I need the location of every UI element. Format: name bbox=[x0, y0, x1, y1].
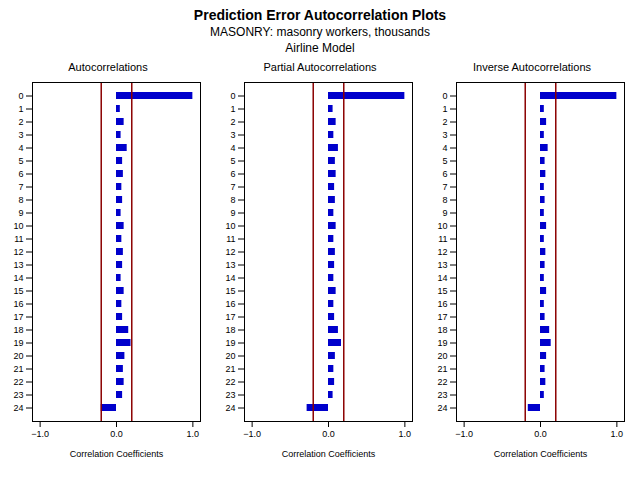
svg-text:15: 15 bbox=[13, 286, 23, 296]
svg-text:4: 4 bbox=[442, 143, 447, 153]
svg-text:20: 20 bbox=[225, 351, 235, 361]
svg-text:2: 2 bbox=[230, 117, 235, 127]
svg-text:1.0: 1.0 bbox=[187, 429, 200, 439]
html-text:Airline Model: Airline Model bbox=[285, 41, 355, 55]
svg-text:18: 18 bbox=[225, 325, 235, 335]
svg-text:0.0: 0.0 bbox=[110, 429, 123, 439]
svg-text:1.0: 1.0 bbox=[611, 429, 624, 439]
svg-text:18: 18 bbox=[437, 325, 447, 335]
svg-text:11: 11 bbox=[226, 234, 235, 244]
svg-text:10: 10 bbox=[13, 221, 23, 231]
svg-text:15: 15 bbox=[225, 286, 235, 296]
svg-text:−1.0: −1.0 bbox=[243, 429, 261, 439]
svg-text:8: 8 bbox=[230, 195, 235, 205]
svg-text:6: 6 bbox=[230, 169, 235, 179]
svg-text:19: 19 bbox=[437, 338, 447, 348]
svg-text:1.0: 1.0 bbox=[399, 429, 412, 439]
svg-text:16: 16 bbox=[225, 299, 235, 309]
svg-text:20: 20 bbox=[13, 351, 23, 361]
svg-text:1: 1 bbox=[230, 104, 235, 114]
svg-text:0: 0 bbox=[18, 91, 23, 101]
svg-text:6: 6 bbox=[442, 169, 447, 179]
html-text:Prediction Error Autocorrelati: Prediction Error Autocorrelation Plots bbox=[193, 7, 447, 23]
svg-text:13: 13 bbox=[437, 260, 447, 270]
svg-text:9: 9 bbox=[442, 208, 447, 218]
svg-text:5: 5 bbox=[230, 156, 235, 166]
svg-text:4: 4 bbox=[230, 143, 235, 153]
svg-text:20: 20 bbox=[437, 351, 447, 361]
svg-text:1: 1 bbox=[18, 104, 23, 114]
svg-text:9: 9 bbox=[230, 208, 235, 218]
svg-text:9: 9 bbox=[18, 208, 23, 218]
svg-text:18: 18 bbox=[13, 325, 23, 335]
svg-text:21: 21 bbox=[13, 364, 23, 374]
svg-text:5: 5 bbox=[442, 156, 447, 166]
svg-text:15: 15 bbox=[437, 286, 447, 296]
html-text:Autocorrelations: Autocorrelations bbox=[68, 61, 148, 73]
svg-text:10: 10 bbox=[225, 221, 235, 231]
svg-text:3: 3 bbox=[442, 130, 447, 140]
svg-text:Correlation Coefficients: Correlation Coefficients bbox=[282, 449, 376, 459]
svg-text:2: 2 bbox=[18, 117, 23, 127]
svg-text:Correlation Coefficients: Correlation Coefficients bbox=[494, 449, 588, 459]
svg-text:12: 12 bbox=[225, 247, 235, 257]
svg-text:7: 7 bbox=[442, 182, 447, 192]
svg-text:16: 16 bbox=[437, 299, 447, 309]
svg-text:22: 22 bbox=[437, 377, 447, 387]
svg-text:22: 22 bbox=[13, 377, 23, 387]
svg-text:24: 24 bbox=[13, 403, 23, 413]
svg-text:19: 19 bbox=[13, 338, 23, 348]
svg-text:11: 11 bbox=[438, 234, 447, 244]
html-text:Partial Autocorrelations: Partial Autocorrelations bbox=[263, 61, 377, 73]
svg-text:1: 1 bbox=[442, 104, 447, 114]
svg-text:3: 3 bbox=[18, 130, 23, 140]
html-text:Inverse Autocorrelations: Inverse Autocorrelations bbox=[473, 61, 591, 73]
svg-text:12: 12 bbox=[13, 247, 23, 257]
svg-text:24: 24 bbox=[437, 403, 447, 413]
svg-text:19: 19 bbox=[225, 338, 235, 348]
svg-text:24: 24 bbox=[225, 403, 235, 413]
svg-text:23: 23 bbox=[437, 390, 447, 400]
svg-text:2: 2 bbox=[442, 117, 447, 127]
svg-text:17: 17 bbox=[437, 312, 447, 322]
svg-text:21: 21 bbox=[225, 364, 235, 374]
svg-text:10: 10 bbox=[437, 221, 447, 231]
svg-text:5: 5 bbox=[18, 156, 23, 166]
svg-text:4: 4 bbox=[18, 143, 23, 153]
svg-text:17: 17 bbox=[13, 312, 23, 322]
svg-text:22: 22 bbox=[225, 377, 235, 387]
html-text:MASONRY: masonry workers, thou: MASONRY: masonry workers, thousands bbox=[210, 25, 430, 39]
svg-text:8: 8 bbox=[442, 195, 447, 205]
svg-text:8: 8 bbox=[18, 195, 23, 205]
svg-text:−1.0: −1.0 bbox=[455, 429, 473, 439]
svg-text:3: 3 bbox=[230, 130, 235, 140]
svg-text:23: 23 bbox=[225, 390, 235, 400]
svg-text:0: 0 bbox=[442, 91, 447, 101]
svg-text:16: 16 bbox=[13, 299, 23, 309]
svg-text:−1.0: −1.0 bbox=[31, 429, 49, 439]
svg-text:11: 11 bbox=[14, 234, 23, 244]
svg-text:12: 12 bbox=[437, 247, 447, 257]
svg-text:14: 14 bbox=[225, 273, 235, 283]
svg-text:17: 17 bbox=[225, 312, 235, 322]
svg-text:21: 21 bbox=[437, 364, 447, 374]
svg-text:14: 14 bbox=[437, 273, 447, 283]
svg-text:0.0: 0.0 bbox=[322, 429, 335, 439]
svg-text:Correlation Coefficients: Correlation Coefficients bbox=[70, 449, 164, 459]
svg-text:14: 14 bbox=[13, 273, 23, 283]
svg-text:7: 7 bbox=[230, 182, 235, 192]
svg-text:13: 13 bbox=[225, 260, 235, 270]
svg-text:23: 23 bbox=[13, 390, 23, 400]
svg-text:0: 0 bbox=[230, 91, 235, 101]
svg-text:7: 7 bbox=[18, 182, 23, 192]
svg-text:0.0: 0.0 bbox=[534, 429, 547, 439]
svg-text:13: 13 bbox=[13, 260, 23, 270]
svg-text:6: 6 bbox=[18, 169, 23, 179]
